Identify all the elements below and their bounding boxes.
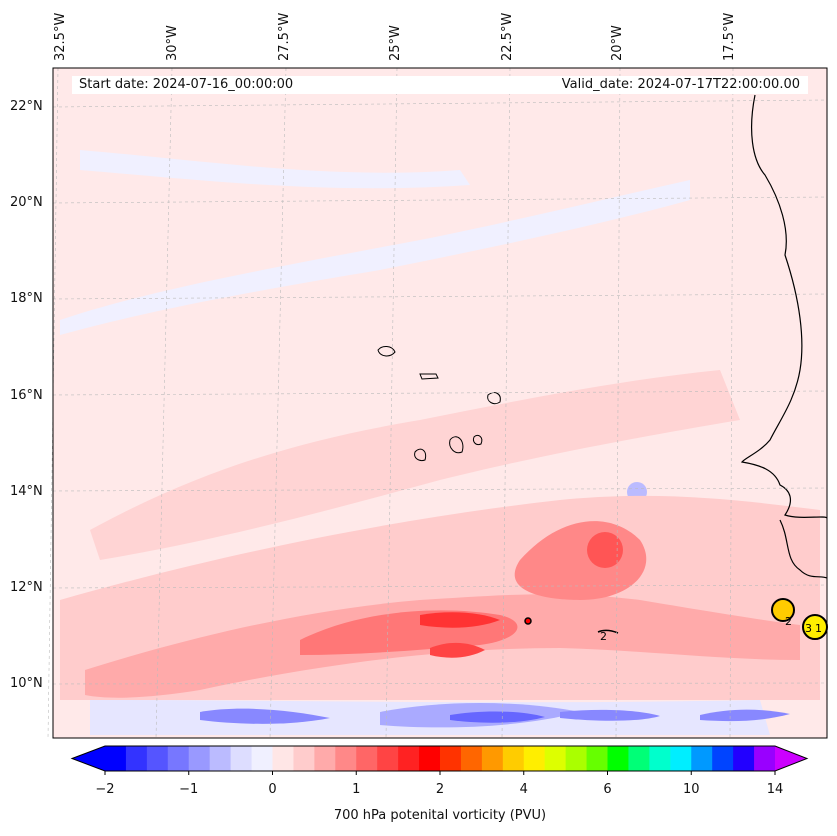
colorbar-swatch: [125, 746, 148, 771]
colorbar-tick-label: 1: [352, 782, 361, 797]
colorbar-swatch: [251, 746, 273, 771]
coastline: [740, 94, 828, 519]
colorbar-swatch: [628, 746, 650, 771]
map-frame: [52, 67, 828, 739]
colorbar-swatch: [209, 746, 232, 771]
colorbar-swatch: [691, 746, 713, 771]
lat-label: 16°N: [10, 388, 43, 403]
lat-label: 22°N: [10, 99, 43, 114]
colorbar-swatch: [419, 746, 441, 771]
colorbar-tick-label: 0: [268, 782, 277, 797]
lon-label: 17.5°W: [722, 12, 737, 61]
colorbar-swatch: [314, 746, 336, 771]
pv-negative-region: [450, 711, 545, 723]
colorbar-swatch: [733, 746, 755, 771]
island: [473, 434, 483, 445]
graticule: [47, 67, 828, 739]
pv-maximum: [771, 598, 795, 622]
lat-label: 12°N: [10, 580, 43, 595]
pv-positive-region: [90, 370, 740, 560]
colorbar-swatch: [398, 746, 420, 771]
colorbar-tick-label: −2: [95, 782, 115, 797]
pv-negative-region: [200, 708, 330, 724]
island: [414, 448, 427, 461]
pv-negative-region: [560, 709, 660, 721]
lon-label: 22.5°W: [500, 12, 515, 61]
colorbar-swatch: [188, 746, 211, 771]
colorbar-tick-label: 4: [519, 782, 528, 797]
colorbar-swatch: [356, 746, 378, 771]
lon-label: 20°W: [610, 25, 625, 61]
colorbar-swatch: [712, 746, 734, 771]
colorbar-swatch: [167, 746, 190, 771]
colorbar-swatch: [105, 746, 127, 771]
colorbar-tick-label: 2: [435, 782, 445, 797]
pv-positive-region: [420, 612, 500, 628]
colorbar-swatch: [440, 746, 462, 771]
island: [377, 346, 396, 357]
pv-positive-region: [430, 642, 485, 658]
colorbar-swatch: [335, 746, 357, 771]
colorbar-swatch: [565, 746, 588, 771]
colorbar-tick-label: −1: [179, 782, 199, 797]
lat-label: 20°N: [10, 195, 43, 210]
contour-label: 1: [815, 622, 822, 635]
contour-label: 3: [805, 622, 812, 635]
contour-label: 2: [600, 630, 607, 643]
colorbar-swatch: [586, 746, 608, 771]
map-area: 2 3 1 2: [47, 67, 828, 739]
start-date-label: Start date: 2024-07-16_00:00:00: [79, 77, 294, 92]
contour-label: 2: [785, 615, 792, 628]
lon-label: 25°W: [388, 25, 403, 61]
colorbar-tick-label: 10: [682, 782, 700, 797]
colorbar-extend-high: [775, 746, 807, 771]
island: [449, 436, 464, 454]
lon-label: 30°W: [165, 25, 180, 61]
pv-negative-region: [80, 150, 470, 189]
colorbar-title: 700 hPa potenital vorticity (PVU): [333, 808, 547, 823]
colorbar-swatch: [146, 746, 169, 771]
lat-label: 10°N: [10, 676, 43, 691]
valid-date-label: Valid_date: 2024-07-17T22:00:00.00: [561, 77, 800, 92]
colorbar-swatch: [754, 746, 776, 771]
colorbar-swatch: [230, 746, 253, 771]
colorbar-tick-label: 14: [766, 782, 784, 797]
island: [419, 373, 439, 380]
colorbar-tick-label: 6: [603, 782, 612, 797]
lat-label: 14°N: [10, 484, 43, 499]
colorbar-swatch: [523, 746, 546, 771]
colorbar-swatch: [293, 746, 315, 771]
lat-label: 18°N: [10, 291, 43, 306]
info-bar: Start date: 2024-07-16_00:00:00 Valid_da…: [72, 76, 808, 94]
coastline: [779, 519, 828, 579]
colorbar-swatch: [544, 746, 567, 771]
colorbar-swatch: [670, 746, 692, 771]
colorbar-swatch: [502, 746, 525, 771]
colorbar-swatch: [460, 746, 483, 771]
colorbar: [70, 745, 809, 775]
colorbar-swatch: [607, 746, 629, 771]
pv-negative-region: [60, 180, 690, 335]
pv-maximum: [524, 617, 532, 625]
colorbar-swatch: [649, 746, 671, 771]
colorbar-swatch: [272, 746, 294, 771]
pv-negative-region: [700, 709, 790, 722]
colorbar-swatch: [481, 746, 504, 771]
colorbar-extend-low: [72, 746, 105, 771]
lon-label: 32.5°W: [53, 12, 68, 61]
pv-positive-region: [587, 532, 623, 568]
colorbar-swatch: [377, 746, 399, 771]
lon-label: 27.5°W: [277, 12, 292, 61]
